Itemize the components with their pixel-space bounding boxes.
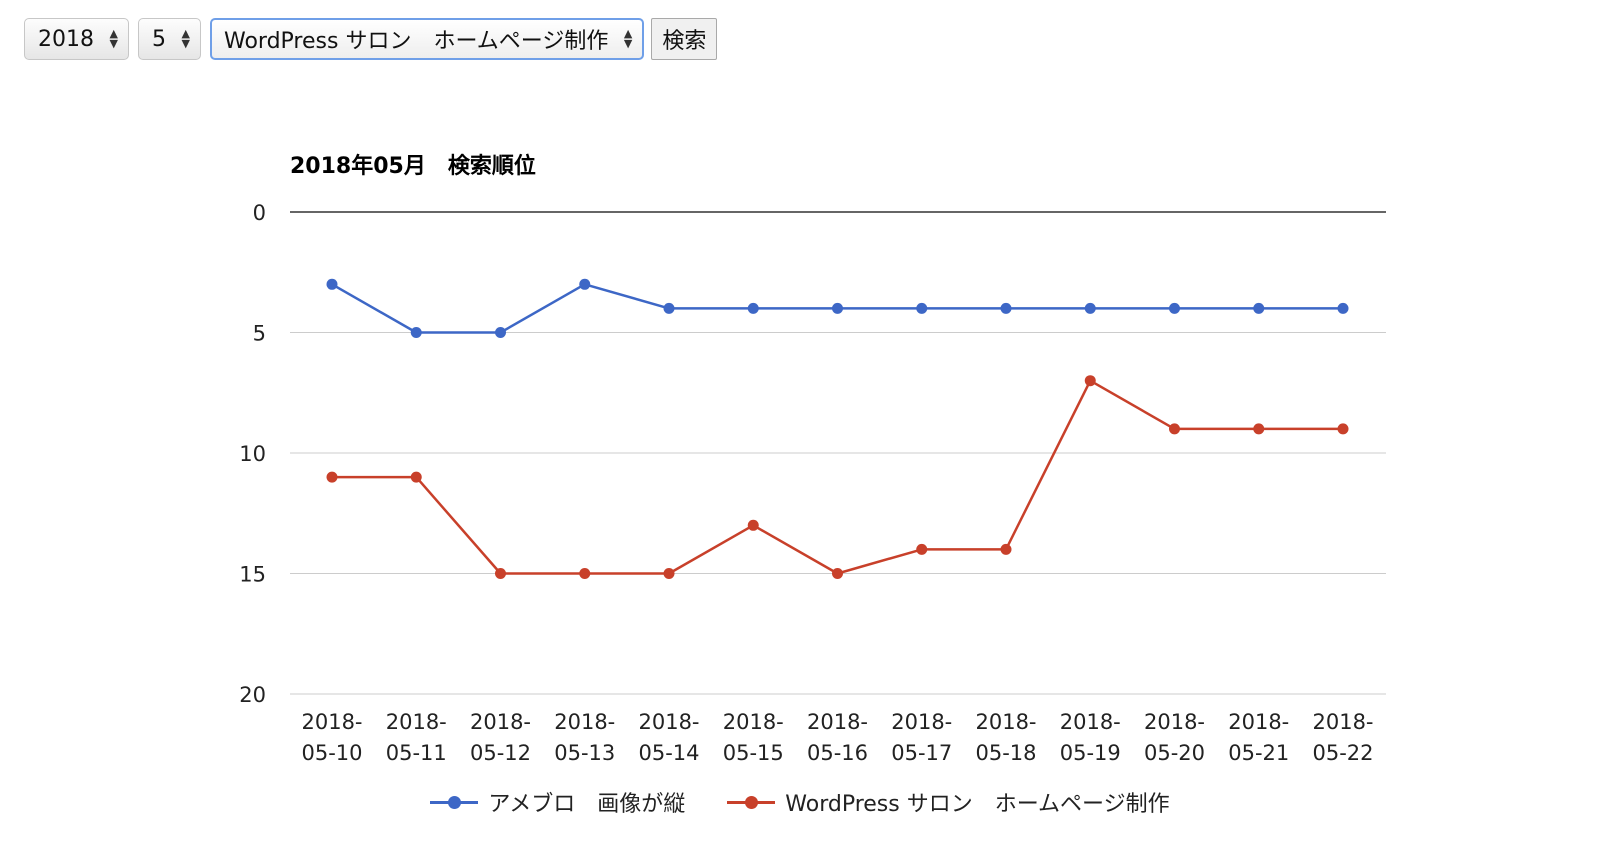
keyword-select-value: WordPress サロン ホームページ制作 (224, 29, 609, 54)
year-select[interactable]: 2018 ▲ ▼ (24, 18, 129, 60)
series-1-point (832, 302, 843, 314)
y-tick-label: 5 (253, 322, 266, 346)
x-tick-label: 2018- (723, 710, 784, 734)
x-tick-label: 05-13 (554, 741, 615, 765)
x-tick-label: 05-12 (470, 741, 531, 765)
series-2-point (579, 568, 591, 579)
series-1-point (1337, 302, 1349, 314)
series-2-point (663, 568, 675, 579)
series-1-point (916, 302, 928, 314)
x-tick-label: 05-17 (891, 741, 952, 765)
legend-label: WordPress サロン ホームページ制作 (785, 792, 1170, 817)
month-select-value: 5 (152, 26, 166, 52)
x-tick-label: 2018- (554, 710, 615, 734)
filter-toolbar: 2018 ▲ ▼ 5 ▲ ▼ WordPress サロン ホームページ制作 ▲ ▼ 検… (24, 16, 718, 62)
series-2-point (410, 471, 422, 483)
x-tick-label: 2018- (1060, 710, 1121, 734)
month-select[interactable]: 5 ▲ ▼ (138, 18, 201, 60)
select-arrows-icon: ▲ ▼ (109, 27, 118, 50)
legend-item-1: アメブロ 画像が縦 (430, 786, 685, 818)
x-tick-label: 05-14 (638, 741, 699, 765)
series-2-point (747, 519, 759, 531)
series-1-point (1000, 302, 1012, 314)
x-tick-label: 05-19 (1060, 741, 1121, 765)
series-2-point (495, 568, 506, 579)
chart-title: 2018年05月 検索順位 (290, 154, 536, 179)
series-1-point (410, 327, 422, 338)
series-1-point (1084, 302, 1096, 314)
select-arrows-icon: ▲ ▼ (181, 27, 190, 50)
x-tick-label: 05-18 (975, 741, 1036, 765)
series-line-2 (332, 379, 1343, 575)
keyword-select[interactable]: WordPress サロン ホームページ制作 ▲ ▼ (210, 18, 645, 60)
search-button[interactable]: 検索 (651, 18, 718, 60)
x-tick-label: 2018- (386, 710, 447, 734)
x-tick-label: 05-11 (386, 741, 447, 765)
y-tick-label: 15 (239, 563, 266, 587)
x-tick-label: 2018- (301, 710, 362, 734)
chart-legend: アメブロ 画像が縦 WordPress サロン ホームページ制作 (0, 786, 1600, 818)
year-select-value: 2018 (38, 26, 94, 52)
legend-item-2: WordPress サロン ホームページ制作 (727, 786, 1170, 818)
x-tick-label: 2018- (891, 710, 952, 734)
series-2-point (1169, 423, 1180, 435)
series-2-point (1000, 543, 1012, 555)
x-tick-label: 05-16 (807, 741, 868, 765)
series-1-point (495, 327, 506, 338)
series-1-point (663, 302, 675, 314)
series-1-point (326, 278, 338, 290)
x-tick-label: 2018- (470, 710, 531, 734)
legend-label: アメブロ 画像が縦 (488, 792, 686, 817)
series-1-point (579, 278, 591, 290)
x-tick-label: 05-10 (301, 741, 362, 765)
y-tick-label: 20 (239, 683, 266, 707)
series-1-point (1253, 302, 1265, 314)
x-tick-label: 2018- (1312, 710, 1373, 734)
x-tick-label: 2018- (807, 710, 868, 734)
y-tick-label: 0 (253, 201, 266, 225)
series-2-point (832, 568, 843, 579)
y-tick-label: 10 (239, 442, 266, 466)
x-tick-label: 2018- (638, 710, 699, 734)
series-2-point (326, 471, 338, 483)
x-tick-label: 05-22 (1312, 741, 1373, 765)
x-tick-label: 2018- (1144, 710, 1205, 734)
series-1-point (747, 302, 759, 314)
legend-marker-icon (727, 795, 776, 809)
series-1-point (1169, 302, 1180, 314)
legend-marker-icon (430, 795, 479, 809)
x-tick-label: 2018- (975, 710, 1036, 734)
select-arrows-icon: ▲ ▼ (623, 27, 633, 50)
x-tick-label: 05-21 (1228, 741, 1289, 765)
series-2-point (1253, 423, 1265, 435)
x-tick-label: 2018- (1228, 710, 1289, 734)
x-tick-label: 05-15 (723, 741, 784, 765)
series-2-point (916, 543, 928, 555)
series-2-point (1084, 375, 1096, 387)
x-tick-label: 05-20 (1144, 741, 1205, 765)
series-2-point (1337, 423, 1349, 435)
